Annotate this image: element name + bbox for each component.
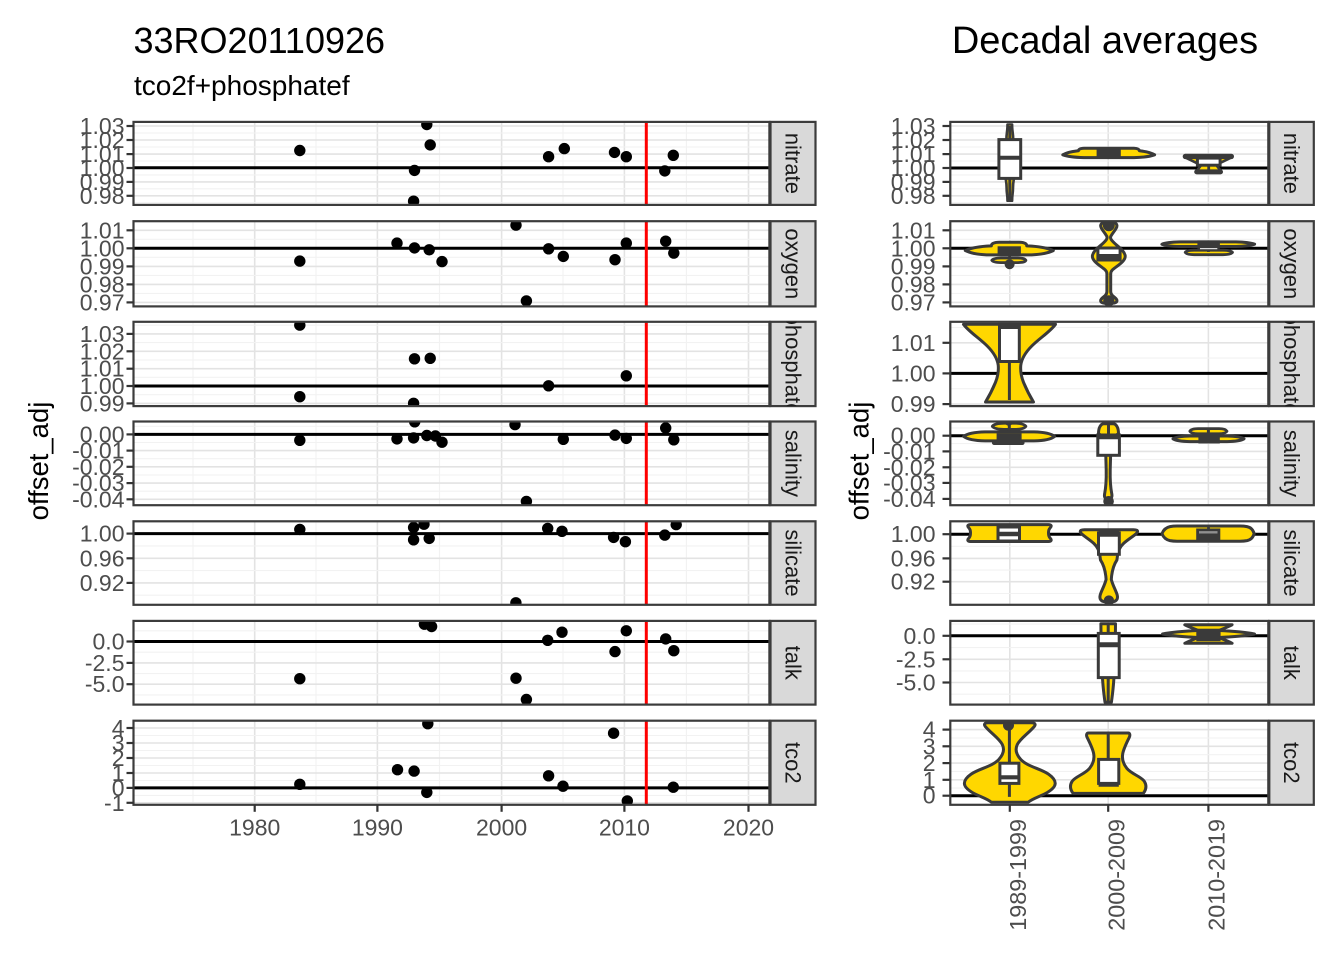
svg-text:0: 0 [112,775,125,801]
svg-text:33RO20110926: 33RO20110926 [134,20,386,61]
svg-text:1.01: 1.01 [80,217,125,243]
svg-text:1.01: 1.01 [80,356,125,382]
svg-text:1.00: 1.00 [891,235,936,261]
svg-text:tco2: tco2 [1279,742,1304,784]
svg-text:0.99: 0.99 [891,391,936,417]
svg-text:tco2f+phosphatef: tco2f+phosphatef [134,70,350,101]
svg-text:0.99: 0.99 [80,390,125,416]
svg-text:-5.0: -5.0 [85,671,125,697]
svg-text:salinity: salinity [1279,430,1304,497]
svg-text:1.00: 1.00 [891,155,936,181]
svg-text:oxygen: oxygen [781,228,806,299]
svg-text:-0.03: -0.03 [72,470,124,496]
svg-text:1: 1 [923,767,936,793]
svg-text:0.97: 0.97 [80,289,125,315]
svg-text:0.99: 0.99 [80,253,125,279]
svg-text:nitrate: nitrate [781,133,806,194]
svg-text:0: 0 [923,783,936,809]
svg-text:4: 4 [923,717,936,743]
svg-text:-0.01: -0.01 [72,438,124,464]
svg-text:salinity: salinity [781,430,806,497]
svg-text:0.98: 0.98 [80,183,125,209]
svg-text:phosphate: phosphate [1279,313,1304,416]
svg-text:0.96: 0.96 [891,545,936,571]
svg-text:0.0: 0.0 [904,623,936,649]
svg-text:1.01: 1.01 [891,330,936,356]
svg-text:-0.02: -0.02 [72,454,124,480]
svg-text:1.03: 1.03 [891,113,936,139]
svg-text:1.00: 1.00 [891,360,936,386]
svg-text:-0.03: -0.03 [883,470,935,496]
svg-text:-0.04: -0.04 [883,486,936,512]
svg-text:1989-1999: 1989-1999 [1005,819,1031,931]
svg-text:-2.5: -2.5 [896,646,936,672]
svg-text:0.00: 0.00 [891,423,936,449]
svg-text:0.97: 0.97 [891,289,936,315]
svg-text:1990: 1990 [352,815,403,841]
svg-text:0.0: 0.0 [93,629,125,655]
svg-text:1.00: 1.00 [80,155,125,181]
svg-text:2: 2 [923,750,936,776]
svg-text:talk: talk [1279,646,1304,681]
svg-text:tco2: tco2 [781,742,806,784]
svg-text:-0.01: -0.01 [883,438,935,464]
svg-text:offset_adj: offset_adj [23,402,54,521]
svg-text:offset_adj: offset_adj [844,402,875,521]
svg-text:-0.04: -0.04 [72,486,125,512]
svg-text:0.99: 0.99 [891,253,936,279]
svg-text:0.92: 0.92 [80,570,125,596]
svg-text:3: 3 [923,733,936,759]
svg-text:1.00: 1.00 [80,373,125,399]
svg-text:1.00: 1.00 [80,521,125,547]
svg-text:2020: 2020 [723,815,774,841]
svg-text:0.98: 0.98 [891,183,936,209]
svg-text:0.99: 0.99 [891,169,936,195]
svg-text:2000: 2000 [476,815,527,841]
svg-text:1.01: 1.01 [80,141,125,167]
svg-text:1.03: 1.03 [80,321,125,347]
svg-text:-0.02: -0.02 [883,454,935,480]
svg-text:oxygen: oxygen [1279,228,1304,299]
svg-text:1.01: 1.01 [891,217,936,243]
svg-text:0.98: 0.98 [891,271,936,297]
svg-text:talk: talk [781,646,806,681]
svg-text:3: 3 [112,730,125,756]
svg-text:1.02: 1.02 [891,127,936,153]
svg-text:0.99: 0.99 [80,169,125,195]
svg-text:1980: 1980 [229,815,280,841]
svg-text:2000-2009: 2000-2009 [1104,819,1130,931]
svg-text:1.03: 1.03 [80,113,125,139]
svg-text:Decadal averages: Decadal averages [952,20,1258,62]
svg-text:2010: 2010 [599,815,650,841]
svg-text:-1: -1 [104,790,124,816]
svg-text:4: 4 [112,715,125,741]
svg-text:0.00: 0.00 [80,421,125,447]
svg-text:1: 1 [112,760,125,786]
svg-text:1.02: 1.02 [80,127,125,153]
svg-text:0.96: 0.96 [80,545,125,571]
svg-text:2: 2 [112,745,125,771]
svg-text:2010-2019: 2010-2019 [1204,819,1230,931]
svg-text:phosphate: phosphate [781,313,806,416]
svg-text:silicate: silicate [1279,529,1304,596]
svg-text:1.00: 1.00 [891,521,936,547]
svg-text:silicate: silicate [781,529,806,596]
svg-text:0.98: 0.98 [80,271,125,297]
svg-text:1.02: 1.02 [80,338,125,364]
svg-text:-5.0: -5.0 [896,670,936,696]
svg-text:1.00: 1.00 [80,235,125,261]
svg-text:0.92: 0.92 [891,569,936,595]
svg-text:-2.5: -2.5 [85,650,125,676]
svg-text:nitrate: nitrate [1279,133,1304,194]
svg-text:1.01: 1.01 [891,141,936,167]
